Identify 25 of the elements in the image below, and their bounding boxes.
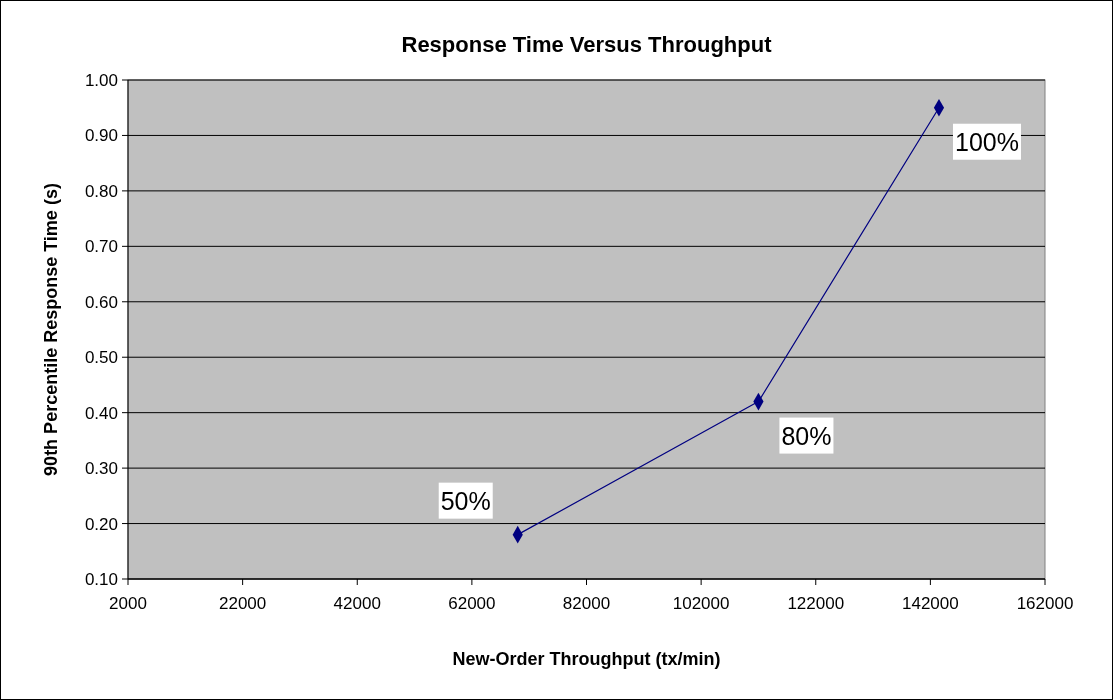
y-tick-label: 0.70	[84, 237, 118, 257]
x-tick-label: 122000	[787, 594, 845, 613]
annotation: 80%	[781, 421, 832, 450]
y-tick-label: 0.40	[84, 403, 118, 423]
y-tick-label: 0.90	[84, 126, 118, 146]
y-tick-label: 0.30	[84, 459, 118, 479]
x-tick-label: 2000	[109, 594, 147, 613]
y-tick-label: 0.10	[84, 570, 118, 589]
y-tick-label: 0.60	[84, 292, 118, 312]
x-tick-label: 62000	[448, 594, 496, 613]
x-tick-label: 22000	[218, 594, 267, 613]
x-axis-title: New-Order Throughput (tx/min)	[452, 649, 721, 669]
annotation: 100%	[955, 127, 1019, 156]
x-tick-label: 42000	[333, 594, 381, 613]
y-tick-label: 0.50	[84, 348, 118, 368]
x-tick-label: 82000	[562, 594, 611, 613]
annotation: 50%	[440, 486, 491, 515]
x-tick-label: 142000	[902, 594, 959, 613]
x-tick-label: 102000	[672, 594, 730, 613]
y-axis-title: 90th Percentile Response Time (s)	[41, 183, 61, 476]
y-tick-label: 1.00	[84, 71, 118, 90]
y-tick-label: 0.20	[84, 514, 118, 534]
y-tick-label: 0.80	[84, 181, 118, 201]
chart-title: Response Time Versus Throughput	[401, 32, 773, 57]
x-tick-label: 162000	[1016, 594, 1074, 613]
